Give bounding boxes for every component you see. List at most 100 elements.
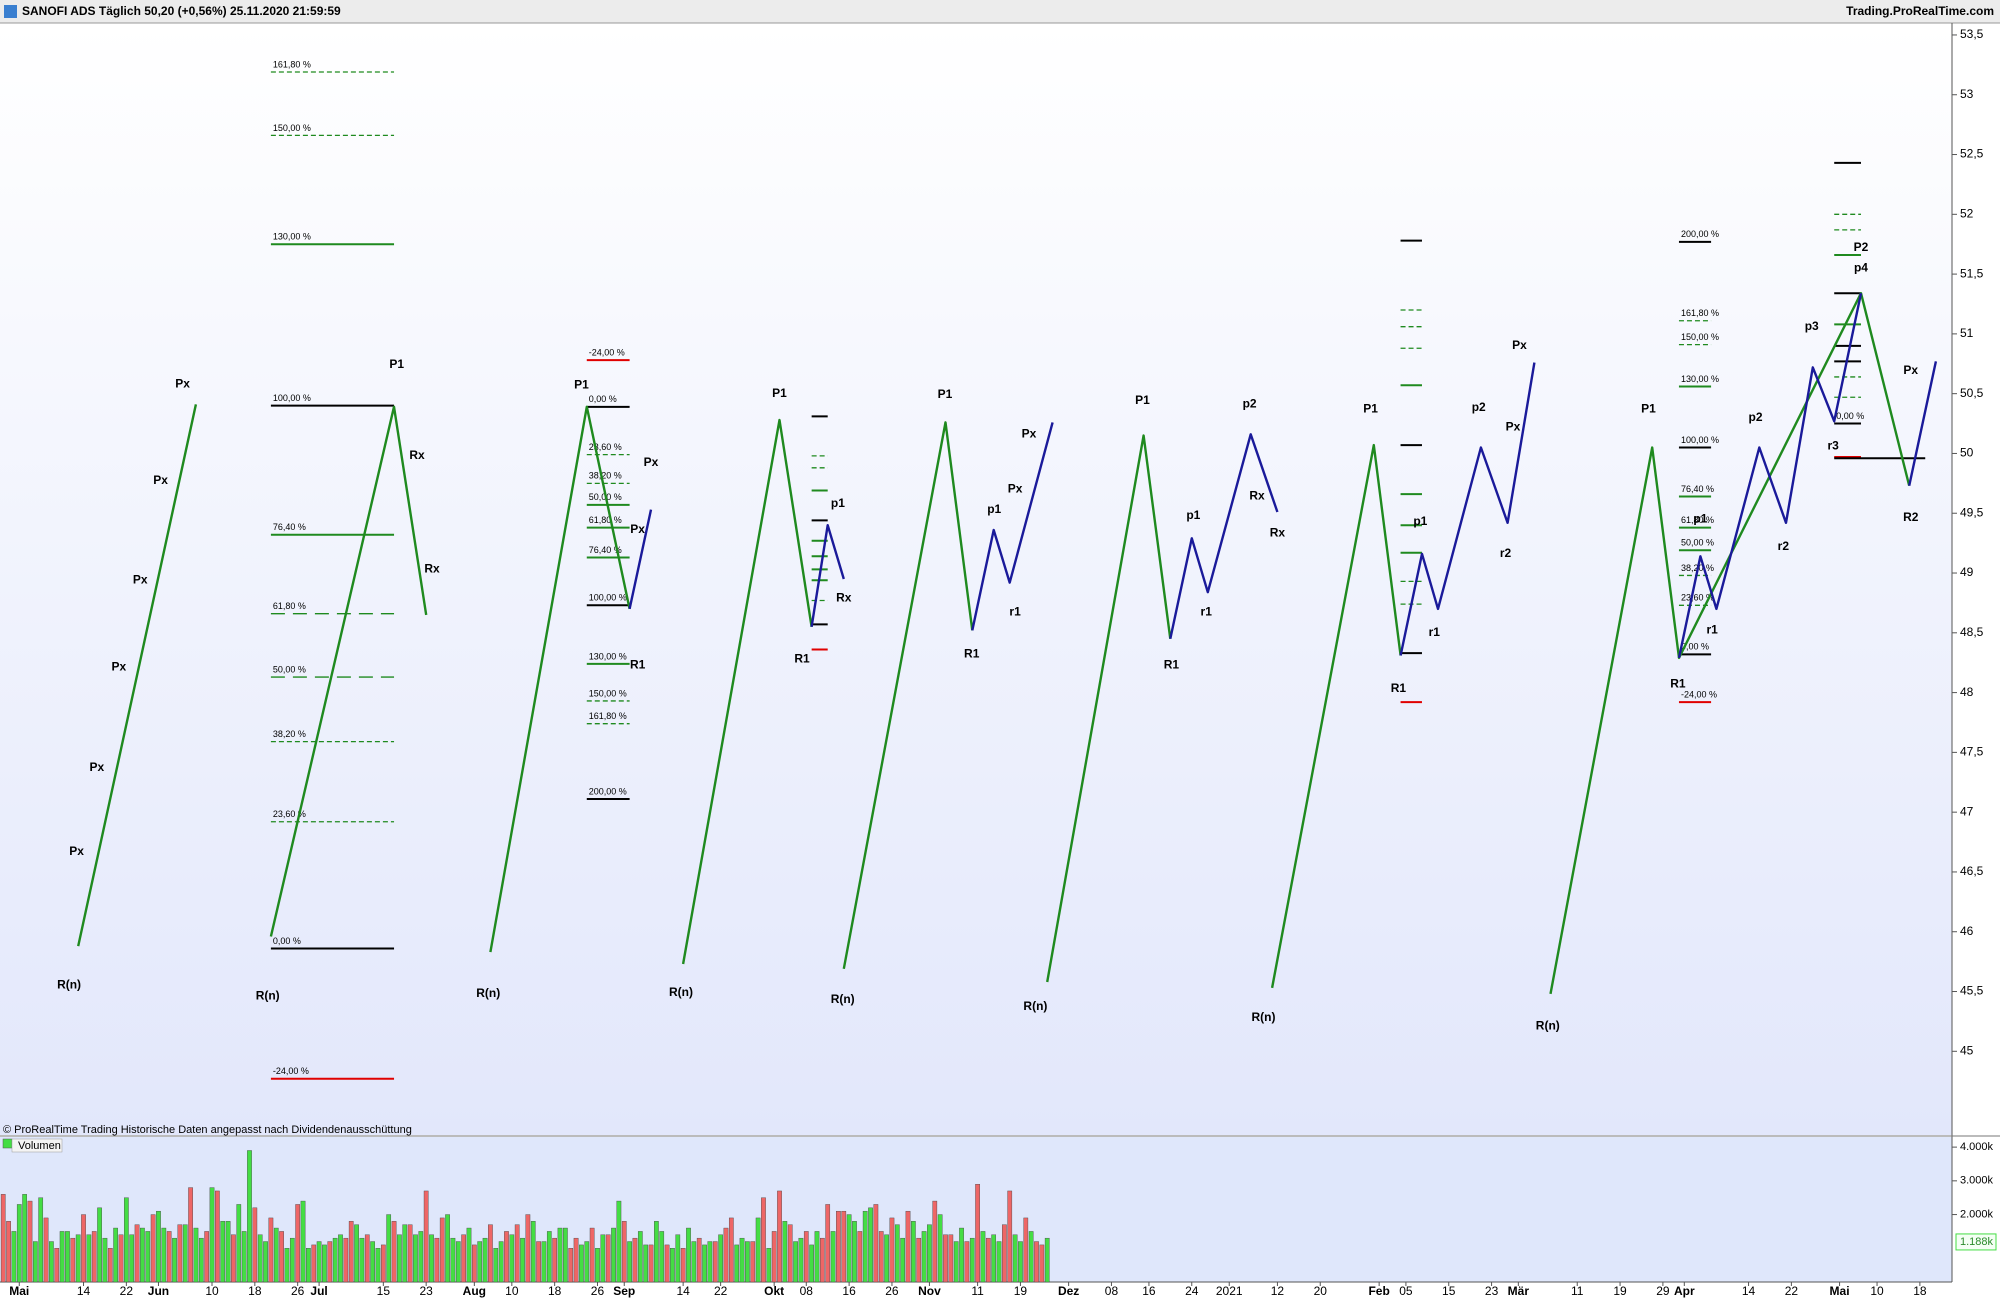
- volume-bar: [439, 1217, 445, 1283]
- volume-bar: [803, 1231, 809, 1283]
- volume-bar: [209, 1187, 215, 1283]
- volume-bar: [830, 1231, 836, 1283]
- wave-label: Px: [153, 473, 168, 487]
- volume-bar: [525, 1214, 531, 1283]
- volume-bar: [263, 1241, 268, 1283]
- x-tick-label: 14: [676, 1284, 690, 1298]
- volume-bar: [16, 1204, 22, 1283]
- x-tick-label: 10: [205, 1284, 219, 1298]
- volume-bar: [434, 1237, 440, 1283]
- wave-label: Px: [1022, 426, 1037, 440]
- volume-bar: [712, 1241, 718, 1283]
- y-tick-label: 45: [1960, 1043, 1974, 1057]
- volume-bar: [370, 1241, 375, 1283]
- fib-label: 61,80 %: [273, 601, 306, 611]
- x-tick-label: 11: [1571, 1284, 1584, 1298]
- x-tick-label: 10: [505, 1284, 519, 1298]
- fib-label: 150,00 %: [1681, 332, 1719, 342]
- volume-bar: [172, 1237, 177, 1283]
- volume-bar: [943, 1234, 948, 1283]
- x-tick-label: Sep: [613, 1284, 635, 1298]
- volume-bar: [1044, 1237, 1050, 1283]
- volume-bar: [884, 1234, 889, 1283]
- wave-label: Px: [644, 455, 659, 469]
- x-tick-label: 19: [1014, 1284, 1028, 1298]
- volume-bar: [755, 1217, 761, 1283]
- volume-bar: [766, 1248, 772, 1283]
- fib-label: 200,00 %: [589, 786, 627, 796]
- volume-bar: [686, 1227, 691, 1283]
- fib-label: 76,40 %: [1681, 484, 1714, 494]
- volume-bar: [225, 1221, 231, 1283]
- fib-label: 76,40 %: [273, 522, 306, 532]
- y-tick-label: 51,5: [1960, 266, 1984, 280]
- volume-bar: [156, 1210, 161, 1283]
- wave-label: Rx: [1270, 526, 1286, 540]
- y-tick-label: 52: [1960, 206, 1974, 220]
- fib-label: 23,60 %: [273, 809, 306, 819]
- volume-bar: [921, 1231, 927, 1283]
- volume-bar: [862, 1210, 868, 1283]
- volume-bar: [728, 1217, 734, 1283]
- fib-label: -24,00 %: [1681, 690, 1717, 700]
- fib-label: 130,00 %: [1681, 374, 1719, 384]
- volume-bar: [659, 1231, 665, 1283]
- wave-label: P1: [1641, 401, 1656, 415]
- fib-label: 38,20 %: [273, 729, 306, 739]
- wave-label: R(n): [1536, 1018, 1560, 1032]
- volume-bar: [75, 1234, 81, 1283]
- price-panel: [0, 23, 1952, 1135]
- fib-label: 130,00 %: [589, 651, 627, 661]
- wave-label: Rx: [836, 590, 852, 604]
- volume-bar: [595, 1248, 600, 1283]
- volume-bar: [327, 1241, 333, 1283]
- x-tick-label: 10: [1870, 1284, 1884, 1298]
- volume-bar: [140, 1227, 145, 1283]
- x-tick-label: 19: [1613, 1284, 1627, 1298]
- volume-bar: [477, 1241, 483, 1283]
- y-tick-label: 47,5: [1960, 745, 1984, 759]
- x-tick-label: Mär: [1508, 1284, 1530, 1298]
- volume-bar: [332, 1237, 338, 1283]
- volume-bar: [1039, 1244, 1045, 1283]
- volume-bar: [675, 1234, 681, 1283]
- volume-bar: [959, 1227, 964, 1283]
- fib-label: 0,00 %: [1681, 642, 1709, 652]
- volume-bar: [38, 1197, 44, 1283]
- wave-label: r3: [1827, 438, 1839, 452]
- volume-bar: [386, 1214, 392, 1283]
- volume-bar: [252, 1207, 258, 1283]
- volume-bar: [1007, 1190, 1013, 1283]
- volume-bar: [504, 1231, 509, 1283]
- volume-bar: [488, 1224, 493, 1283]
- volume-bar: [857, 1231, 863, 1283]
- y-tick-label: 53: [1960, 87, 1974, 101]
- volume-bar: [338, 1234, 343, 1283]
- last-value-box: [1955, 1233, 1997, 1251]
- wave-label: Px: [112, 660, 127, 674]
- wave-label: R(n): [256, 988, 280, 1002]
- volume-bar: [825, 1204, 831, 1283]
- volume-bar: [509, 1234, 515, 1283]
- volume-bar: [354, 1224, 359, 1283]
- volume-bar: [311, 1244, 317, 1283]
- volume-bar: [498, 1241, 504, 1283]
- x-tick-label: 22: [120, 1284, 134, 1298]
- volume-bar: [702, 1244, 707, 1283]
- volume-bar: [927, 1224, 932, 1283]
- volume-bar: [364, 1234, 370, 1283]
- volume-bar: [397, 1234, 402, 1283]
- volume-bar: [787, 1224, 793, 1283]
- wave-label: p1: [987, 502, 1001, 516]
- volume-bar: [589, 1227, 595, 1283]
- volume-bar: [284, 1248, 290, 1283]
- wave-label: r1: [1429, 625, 1441, 639]
- x-tick-label: 22: [1785, 1284, 1799, 1298]
- volume-bar: [493, 1248, 499, 1283]
- y-tick-label: 53,5: [1960, 27, 1984, 41]
- volume-bar: [723, 1227, 729, 1283]
- wave-label: R(n): [57, 978, 81, 992]
- volume-bar: [150, 1214, 156, 1283]
- y-tick-label: 48,5: [1960, 625, 1984, 639]
